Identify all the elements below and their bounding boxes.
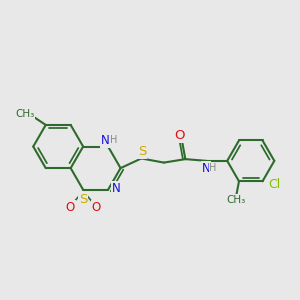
Text: O: O <box>92 201 101 214</box>
Text: O: O <box>174 129 184 142</box>
Text: CH₃: CH₃ <box>15 109 34 119</box>
Text: N: N <box>202 162 211 175</box>
Text: S: S <box>138 145 146 158</box>
Text: CH₃: CH₃ <box>226 195 246 205</box>
Text: S: S <box>79 193 87 206</box>
Text: Cl: Cl <box>268 178 281 190</box>
Text: N: N <box>112 182 121 194</box>
Text: N: N <box>101 134 110 147</box>
Text: H: H <box>110 135 117 145</box>
Text: O: O <box>65 201 75 214</box>
Text: H: H <box>209 164 217 173</box>
